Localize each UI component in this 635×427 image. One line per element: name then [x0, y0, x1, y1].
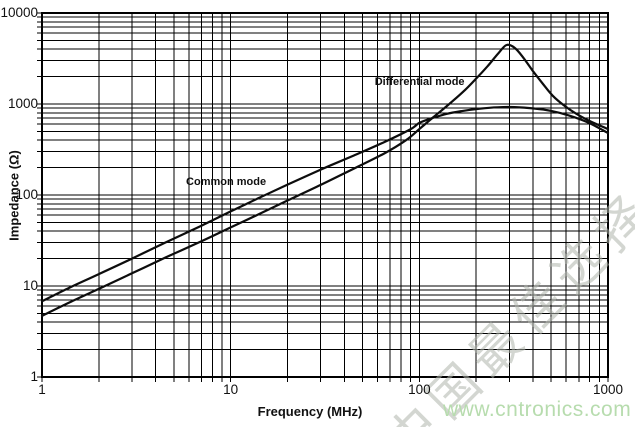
x-axis-tick-label: 100	[408, 382, 431, 397]
grid-lines	[41, 12, 609, 378]
common-mode-curve	[40, 105, 610, 303]
y-axis-tick-label: 100	[15, 187, 38, 202]
differential-mode-curve	[40, 43, 610, 317]
differential-mode-curve-label: Differential mode	[374, 75, 465, 88]
axis-tick-marks	[37, 12, 609, 382]
x-axis-title: Frequency (MHz)	[257, 404, 363, 419]
y-axis-tick-label: 10000	[0, 5, 38, 20]
common-mode-curve-label: Common mode	[186, 175, 267, 188]
y-axis-tick-label: 1	[30, 369, 38, 384]
y-axis-tick-label: 10	[22, 278, 38, 293]
x-axis-tick-label: 1000	[592, 382, 624, 397]
y-axis-tick-label: 1000	[7, 96, 38, 111]
plot-border	[41, 12, 609, 378]
x-axis-tick-label: 10	[223, 382, 239, 397]
x-axis-tick-label: 1	[38, 382, 46, 397]
